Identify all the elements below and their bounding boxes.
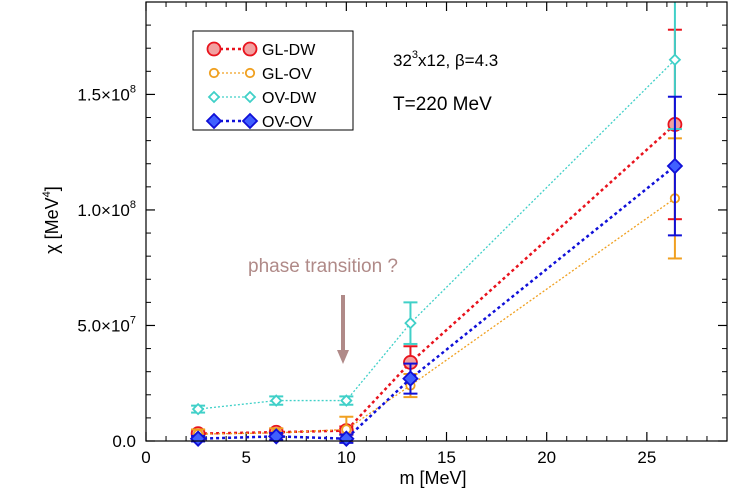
y-tick-label: 1.5×108 xyxy=(77,83,136,104)
data-point-ov-dw xyxy=(340,394,353,407)
legend-marker-ov-ov xyxy=(241,112,259,130)
legend-label-ov-dw: OV-DW xyxy=(262,90,317,107)
x-tick-label: 10 xyxy=(337,448,356,467)
legend-entry-gl-dw: GL-DW xyxy=(206,41,316,59)
phase-transition-label: phase transition ? xyxy=(248,256,398,277)
lattice-exponent: 3 xyxy=(412,49,418,61)
y-axis-title-exp: 4 xyxy=(41,191,53,197)
x-tick-label: 15 xyxy=(437,448,456,467)
plot-frame xyxy=(145,1,728,442)
series-ov-ov xyxy=(189,95,684,447)
y-tick-mantissa: 5.0×10 xyxy=(77,316,129,335)
y-tick-mantissa: 1.5×10 xyxy=(77,85,129,104)
y-tick-exponent: 7 xyxy=(130,314,136,326)
data-point-ov-ov xyxy=(402,370,419,387)
legend-entry-gl-ov: GL-OV xyxy=(208,66,312,83)
legend-marker-gl-ov xyxy=(244,67,256,79)
data-point-ov-dw xyxy=(191,402,205,416)
series-gl-ov xyxy=(191,137,682,444)
legend-marker-ov-ov xyxy=(205,112,223,130)
legend-label-ov-ov: OV-OV xyxy=(262,114,313,131)
legend-label-gl-ov: GL-OV xyxy=(262,66,312,83)
legend-entry-ov-ov: OV-OV xyxy=(205,112,313,131)
y-tick-label: 0.0 xyxy=(112,432,136,451)
y-tick-label: 5.0×107 xyxy=(77,314,136,335)
y-axis-title: χ [MeV4] xyxy=(41,186,62,254)
legend-marker-gl-dw xyxy=(242,41,258,57)
legend-marker-ov-dw xyxy=(243,90,257,104)
legend-entry-ov-dw: OV-DW xyxy=(207,90,317,107)
legend-marker-ov-dw xyxy=(207,90,221,104)
x-tick-label: 0 xyxy=(141,448,150,467)
y-tick-label: 1.0×108 xyxy=(77,199,136,220)
y-tick-mantissa: 0.0 xyxy=(112,432,136,451)
legend: GL-DW GL-OV OV-DW OV-OV xyxy=(192,30,354,131)
y-tick-exponent: 8 xyxy=(130,199,136,211)
data-point-ov-dw xyxy=(269,394,283,407)
y-axis-title-close: ] xyxy=(42,186,62,191)
x-tick-label: 5 xyxy=(241,448,250,467)
lattice-annotation: 323x12, β=4.3 xyxy=(393,49,498,70)
y-tick-mantissa: 1.0×10 xyxy=(77,201,129,220)
data-point-ov-ov xyxy=(338,430,355,447)
y-tick-exponent: 8 xyxy=(130,83,136,95)
phase-transition-arrow xyxy=(337,295,349,364)
data-point-ov-ov xyxy=(267,428,285,445)
data-point-ov-ov xyxy=(666,157,684,175)
series-line-gl-ov xyxy=(198,197,676,435)
x-tick-label: 25 xyxy=(637,448,656,467)
x-tick-label: 20 xyxy=(537,448,556,467)
legend-marker-gl-ov xyxy=(208,67,220,79)
series-line-gl-dw xyxy=(198,123,676,435)
data-point-ov-dw xyxy=(404,316,417,330)
temperature-annotation: T=220 MeV xyxy=(393,94,492,115)
y-axis-title-main: χ [MeV xyxy=(42,197,62,253)
legend-label-gl-dw: GL-DW xyxy=(262,42,316,59)
data-point-ov-ov xyxy=(189,430,207,447)
legend-marker-gl-dw xyxy=(206,41,222,57)
series-line-ov-ov xyxy=(198,165,676,440)
lattice-size: 32 xyxy=(393,51,412,70)
x-axis-title: m [MeV] xyxy=(399,468,466,488)
data-point-ov-dw xyxy=(668,53,682,67)
lattice-rest: x12, β=4.3 xyxy=(418,51,498,70)
